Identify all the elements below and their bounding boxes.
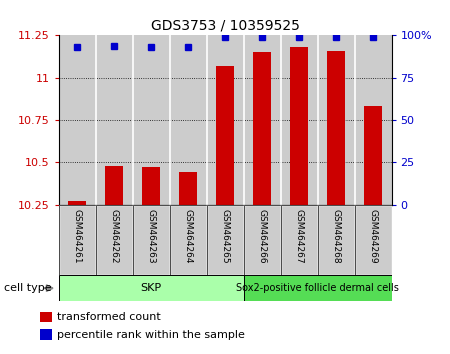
Bar (207, 205, 243, 275)
Bar (170, 205, 207, 275)
Bar (68, 201, 86, 205)
Bar (170, 205, 207, 275)
Bar (327, 51, 345, 205)
Text: GSM464263: GSM464263 (147, 209, 156, 264)
Title: GDS3753 / 10359525: GDS3753 / 10359525 (151, 19, 299, 33)
Bar (216, 66, 234, 205)
Bar (179, 172, 197, 205)
Bar (280, 35, 318, 205)
Text: GSM464261: GSM464261 (72, 209, 81, 264)
Bar (142, 167, 160, 205)
Bar (132, 35, 170, 205)
Bar (40, 312, 52, 322)
Bar (355, 205, 392, 275)
Bar (253, 52, 271, 205)
Bar (280, 205, 318, 275)
Bar (355, 205, 392, 275)
Bar (40, 329, 52, 340)
Text: transformed count: transformed count (57, 312, 161, 322)
Bar (58, 205, 95, 275)
Bar (207, 205, 243, 275)
Text: GSM464264: GSM464264 (184, 209, 193, 264)
Bar (318, 205, 355, 275)
Text: GSM464265: GSM464265 (220, 209, 230, 264)
Bar (95, 205, 132, 275)
Text: SKP: SKP (140, 283, 162, 293)
Text: cell type: cell type (4, 283, 52, 293)
Text: GSM464262: GSM464262 (109, 209, 118, 264)
Bar (364, 107, 382, 205)
Text: GSM464266: GSM464266 (257, 209, 266, 264)
Bar (58, 205, 95, 275)
Bar (58, 275, 243, 301)
Bar (243, 205, 280, 275)
Bar (207, 35, 243, 205)
Bar (95, 205, 132, 275)
Bar (132, 205, 170, 275)
Bar (132, 205, 170, 275)
Bar (58, 35, 95, 205)
Bar (318, 205, 355, 275)
Bar (95, 35, 132, 205)
Bar (280, 205, 318, 275)
Bar (170, 35, 207, 205)
Bar (290, 47, 308, 205)
Text: GSM464268: GSM464268 (332, 209, 341, 264)
Bar (243, 35, 280, 205)
Bar (105, 166, 123, 205)
Bar (318, 35, 355, 205)
Text: GSM464267: GSM464267 (294, 209, 303, 264)
Text: Sox2-positive follicle dermal cells: Sox2-positive follicle dermal cells (236, 283, 399, 293)
Text: percentile rank within the sample: percentile rank within the sample (57, 330, 245, 339)
Bar (243, 275, 392, 301)
Text: GSM464269: GSM464269 (369, 209, 378, 264)
Bar (243, 205, 280, 275)
Bar (355, 35, 392, 205)
